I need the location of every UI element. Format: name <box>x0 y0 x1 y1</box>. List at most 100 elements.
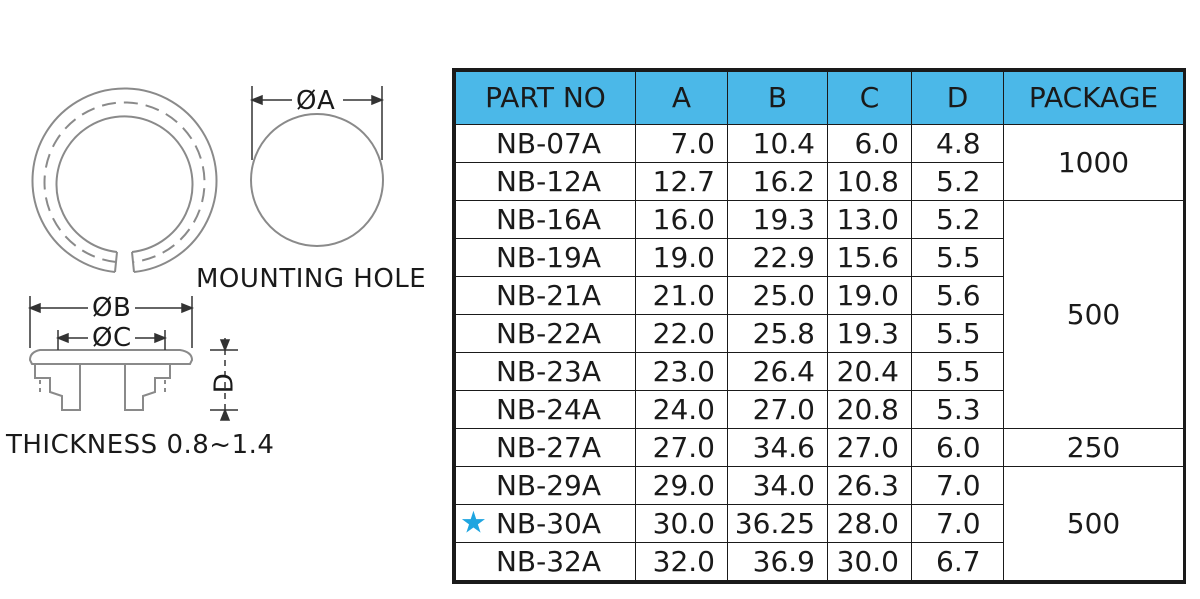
part-no-text: NB-16A <box>495 202 602 236</box>
bushing-ring-dashed <box>43 101 206 263</box>
dim-a-cell: 21.0 <box>635 276 728 315</box>
mounting-hole-circle <box>250 113 384 247</box>
dim-a-cell: 16.0 <box>635 200 728 239</box>
part-no-cell: NB-24A <box>455 390 636 429</box>
package-cell: 500 <box>1003 466 1184 581</box>
part-no-text: NB-24A <box>495 392 602 426</box>
part-no-text: NB-32A <box>495 544 602 578</box>
table-row: NB-27A 27.0 34.6 27.0 6.0 250 <box>455 428 1184 467</box>
part-no-cell: NB-29A <box>455 466 636 505</box>
part-no-text: NB-07A <box>495 126 602 160</box>
part-no-text: NB-21A <box>495 278 602 312</box>
part-no-cell: NB-21A <box>455 276 636 315</box>
part-no-text: NB-27A <box>495 430 602 464</box>
dim-a-cell: 30.0 <box>635 504 728 543</box>
header-part-no: PART NO <box>455 71 636 125</box>
dim-a-cell: 7.0 <box>635 124 728 163</box>
dim-b-cell: 27.0 <box>727 390 828 429</box>
dim-c-cell: 27.0 <box>827 428 912 467</box>
table-row: NB-29A 29.0 34.0 26.3 7.0 500 <box>455 466 1184 581</box>
dim-c-cell: 10.8 <box>827 162 912 201</box>
dim-a-cell: 27.0 <box>635 428 728 467</box>
spec-table-container: PART NO A B C D PACKAGE NB-07A 7.0 10.4 6.0… <box>452 68 1186 584</box>
dim-d-cell: 5.5 <box>911 314 1004 353</box>
dim-c-cell: 30.0 <box>827 542 912 581</box>
d-dimension-label: D <box>209 372 240 394</box>
table-row: NB-07A 7.0 10.4 6.0 4.8 1000 <box>455 124 1184 201</box>
dim-d-cell: 6.7 <box>911 542 1004 581</box>
table-row: NB-12A 12.7 16.2 10.8 5.2 <box>455 162 1184 201</box>
part-no-cell: NB-12A <box>455 162 636 201</box>
header-b: B <box>727 71 828 125</box>
package-cell: 250 <box>1003 428 1184 467</box>
part-no-cell: NB-23A <box>455 352 636 391</box>
table-row: NB-32A 32.0 36.9 30.0 6.7 <box>455 542 1184 581</box>
dia-a-label: ØA <box>296 86 336 116</box>
thickness-label: THICKNESS 0.8~1.4 <box>6 430 275 460</box>
dim-d-cell: 5.2 <box>911 200 1004 239</box>
technical-drawing-svg <box>27 86 385 421</box>
package-cell: 1000 <box>1003 124 1184 201</box>
dim-c-cell: 20.4 <box>827 352 912 391</box>
dim-d-cell: 5.5 <box>911 238 1004 277</box>
table-row: ★ NB-30A 30.0 36.25 28.0 7.0 <box>455 504 1184 543</box>
part-no-text: NB-30A <box>495 506 602 540</box>
dim-c-cell: 6.0 <box>827 124 912 163</box>
bushing-ring-outer <box>31 87 218 273</box>
dim-a-cell: 19.0 <box>635 238 728 277</box>
part-no-cell: NB-19A <box>455 238 636 277</box>
dim-a-cell: 23.0 <box>635 352 728 391</box>
dim-b-cell: 25.8 <box>727 314 828 353</box>
dim-c-cell: 13.0 <box>827 200 912 239</box>
header-package: PACKAGE <box>1003 71 1184 125</box>
dim-b-cell: 36.25 <box>727 504 828 543</box>
header-a: A <box>635 71 728 125</box>
part-no-cell: NB-07A <box>455 124 636 163</box>
dia-c-label: ØC <box>92 323 132 353</box>
dim-a-cell: 12.7 <box>635 162 728 201</box>
dim-d-cell: 7.0 <box>911 466 1004 505</box>
bushing-drawing: ØA MOUNTING HOLE ØB ØC D THICKNESS 0.8~1… <box>0 0 450 594</box>
table-row: NB-19A 19.0 22.9 15.6 5.5 <box>455 238 1184 277</box>
table-row: NB-22A 22.0 25.8 19.3 5.5 <box>455 314 1184 353</box>
dim-b-cell: 36.9 <box>727 542 828 581</box>
dim-a-cell: 24.0 <box>635 390 728 429</box>
dia-b-label: ØB <box>92 293 132 323</box>
part-no-text: NB-29A <box>495 468 602 502</box>
part-no-cell: NB-32A <box>455 542 636 581</box>
table-row: NB-23A 23.0 26.4 20.4 5.5 <box>455 352 1184 391</box>
table-row: NB-16A 16.0 19.3 13.0 5.2 500 <box>455 200 1184 429</box>
package-cell: 500 <box>1003 200 1184 429</box>
dim-b-cell: 19.3 <box>727 200 828 239</box>
dim-b-cell: 16.2 <box>727 162 828 201</box>
dim-c-cell: 26.3 <box>827 466 912 505</box>
star-icon: ★ <box>460 504 487 540</box>
table-row: NB-24A 24.0 27.0 20.8 5.3 <box>455 390 1184 429</box>
dim-c-cell: 15.6 <box>827 238 912 277</box>
dim-b-cell: 34.6 <box>727 428 828 467</box>
dim-a-cell: 29.0 <box>635 466 728 505</box>
dim-b-cell: 26.4 <box>727 352 828 391</box>
dim-b-cell: 34.0 <box>727 466 828 505</box>
header-d: D <box>911 71 1004 125</box>
part-no-cell: NB-16A <box>455 200 636 239</box>
part-no-text: NB-19A <box>495 240 602 274</box>
dim-c-cell: 19.3 <box>827 314 912 353</box>
dim-c-cell: 19.0 <box>827 276 912 315</box>
spec-table: PART NO A B C D PACKAGE NB-07A 7.0 10.4 6.0… <box>455 71 1184 581</box>
part-no-cell: NB-22A <box>455 314 636 353</box>
dim-d-cell: 7.0 <box>911 504 1004 543</box>
dim-b-cell: 25.0 <box>727 276 828 315</box>
table-header-row: PART NO A B C D PACKAGE <box>455 71 1184 125</box>
bushing-side-flange <box>28 349 194 365</box>
table-row: NB-21A 21.0 25.0 19.0 5.6 <box>455 276 1184 315</box>
dim-d-cell: 5.5 <box>911 352 1004 391</box>
dim-d-cell: 4.8 <box>911 124 1004 163</box>
dim-d-cell: 5.6 <box>911 276 1004 315</box>
dim-c-cell: 28.0 <box>827 504 912 543</box>
part-no-cell: NB-27A <box>455 428 636 467</box>
mounting-hole-label: MOUNTING HOLE <box>196 264 427 294</box>
header-c: C <box>827 71 912 125</box>
part-no-text: NB-22A <box>495 316 602 350</box>
dim-d-cell: 5.3 <box>911 390 1004 429</box>
